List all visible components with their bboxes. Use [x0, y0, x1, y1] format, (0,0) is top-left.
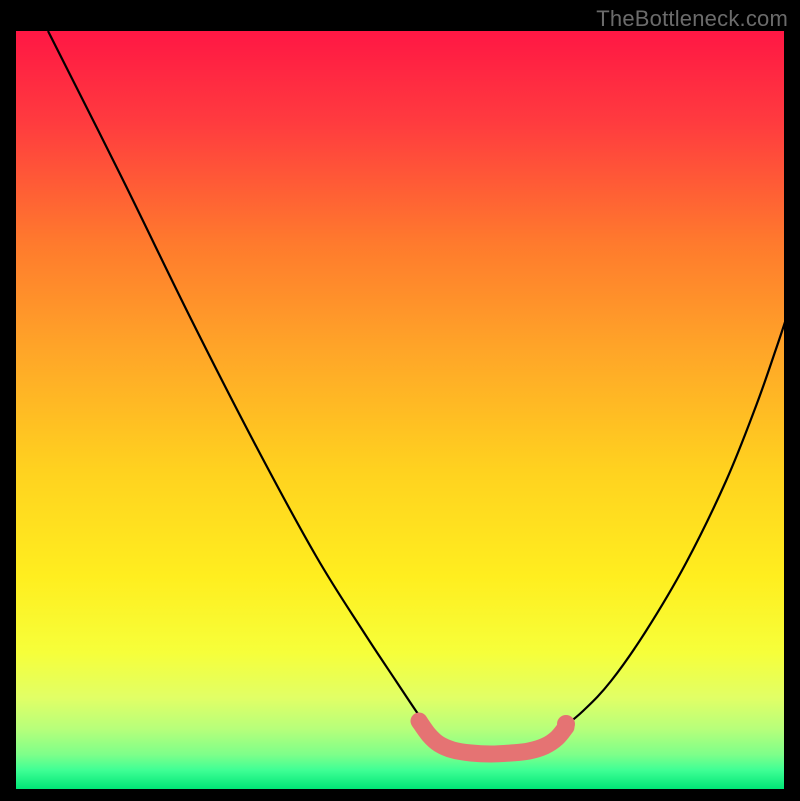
left-curve — [48, 31, 433, 735]
watermark-text: TheBottleneck.com — [596, 6, 788, 32]
right-curve — [561, 319, 786, 729]
valley-highlight-band — [419, 721, 566, 754]
chart-container: TheBottleneck.com — [0, 0, 800, 800]
valley-end-dot — [557, 715, 575, 733]
plot-area — [15, 30, 785, 790]
curves-layer — [1, 1, 800, 801]
